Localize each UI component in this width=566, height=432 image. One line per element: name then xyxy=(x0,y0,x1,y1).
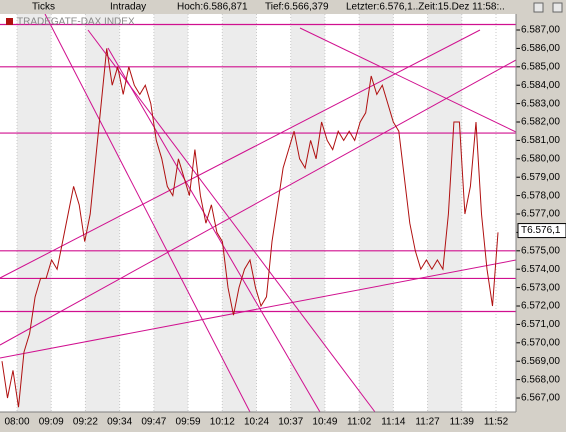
y-tick-label: 6.586,00 xyxy=(521,43,560,54)
trend-line xyxy=(87,29,376,413)
header-item: Letzter:6.576,1..Zeit:15.Dez 11:58:.. xyxy=(346,2,505,13)
y-tick-label: 6.567,00 xyxy=(521,393,560,404)
y-tick-label: 6.570,00 xyxy=(521,337,560,348)
y-tick-label: 6.572,00 xyxy=(521,301,560,312)
x-tick-label: 09:59 xyxy=(176,417,201,428)
band xyxy=(427,14,462,412)
band xyxy=(359,14,394,412)
last-price-label: T6.576,1 xyxy=(521,225,561,236)
x-tick-label: 09:22 xyxy=(73,417,98,428)
x-tick-label: 09:47 xyxy=(141,417,166,428)
band xyxy=(153,14,189,412)
trend-line xyxy=(0,29,481,279)
y-tick-label: 6.571,00 xyxy=(521,319,560,330)
x-tick-label: 08:00 xyxy=(4,417,29,428)
header-item: Intraday xyxy=(110,2,146,13)
y-tick-label: 6.573,00 xyxy=(521,282,560,293)
x-tick-label: 11:27 xyxy=(415,417,440,428)
y-tick-label: 6.581,00 xyxy=(521,135,560,146)
y-tick-label: 6.568,00 xyxy=(521,374,560,385)
y-tick-label: 6.577,00 xyxy=(521,209,560,220)
y-tick-label: 6.587,00 xyxy=(521,25,560,36)
trend-line xyxy=(0,59,517,346)
trend-lines xyxy=(0,13,517,413)
y-tick-label: 6.574,00 xyxy=(521,264,560,275)
trend-line xyxy=(107,47,321,413)
x-tick-label: 10:24 xyxy=(244,417,269,428)
x-tick-label: 11:39 xyxy=(450,417,475,428)
x-tick-label: 11:52 xyxy=(484,417,509,428)
header-item: Tief:6.566,379 xyxy=(265,2,329,13)
y-tick-label: 6.569,00 xyxy=(521,356,560,367)
header-item: Hoch:6.586,871 xyxy=(177,2,248,13)
band xyxy=(290,14,325,412)
x-tick-label: 10:49 xyxy=(312,417,337,428)
x-tick-label: 11:02 xyxy=(347,417,372,428)
header-bar xyxy=(0,0,566,14)
y-tick-label: 6.580,00 xyxy=(521,153,560,164)
chart-title: TRADEGATE-DAX INDEX xyxy=(17,17,135,28)
y-tick-label: 6.585,00 xyxy=(521,61,560,72)
title-icon xyxy=(6,18,13,25)
y-tick-label: 6.578,00 xyxy=(521,190,560,201)
trend-line xyxy=(0,259,517,359)
price-line xyxy=(1,48,499,408)
y-tick-label: 6.584,00 xyxy=(521,80,560,91)
trend-line xyxy=(299,27,517,133)
button[interactable] xyxy=(533,2,544,13)
y-tick-label: 6.579,00 xyxy=(521,172,560,183)
header-item: Ticks xyxy=(32,2,55,13)
x-tick-label: 09:34 xyxy=(107,417,132,428)
y-tick-label: 6.582,00 xyxy=(521,117,560,128)
band xyxy=(17,14,52,412)
last-price-box xyxy=(517,223,566,239)
y-tick-label: 6.575,00 xyxy=(521,245,560,256)
trend-line xyxy=(44,13,251,413)
x-tick-label: 10:37 xyxy=(278,417,303,428)
x-tick-label: 09:09 xyxy=(39,417,64,428)
y-tick-label: 6.583,00 xyxy=(521,98,560,109)
x-tick-label: 11:14 xyxy=(381,417,406,428)
x-tick-label: 10:12 xyxy=(210,417,235,428)
button[interactable] xyxy=(552,2,563,13)
